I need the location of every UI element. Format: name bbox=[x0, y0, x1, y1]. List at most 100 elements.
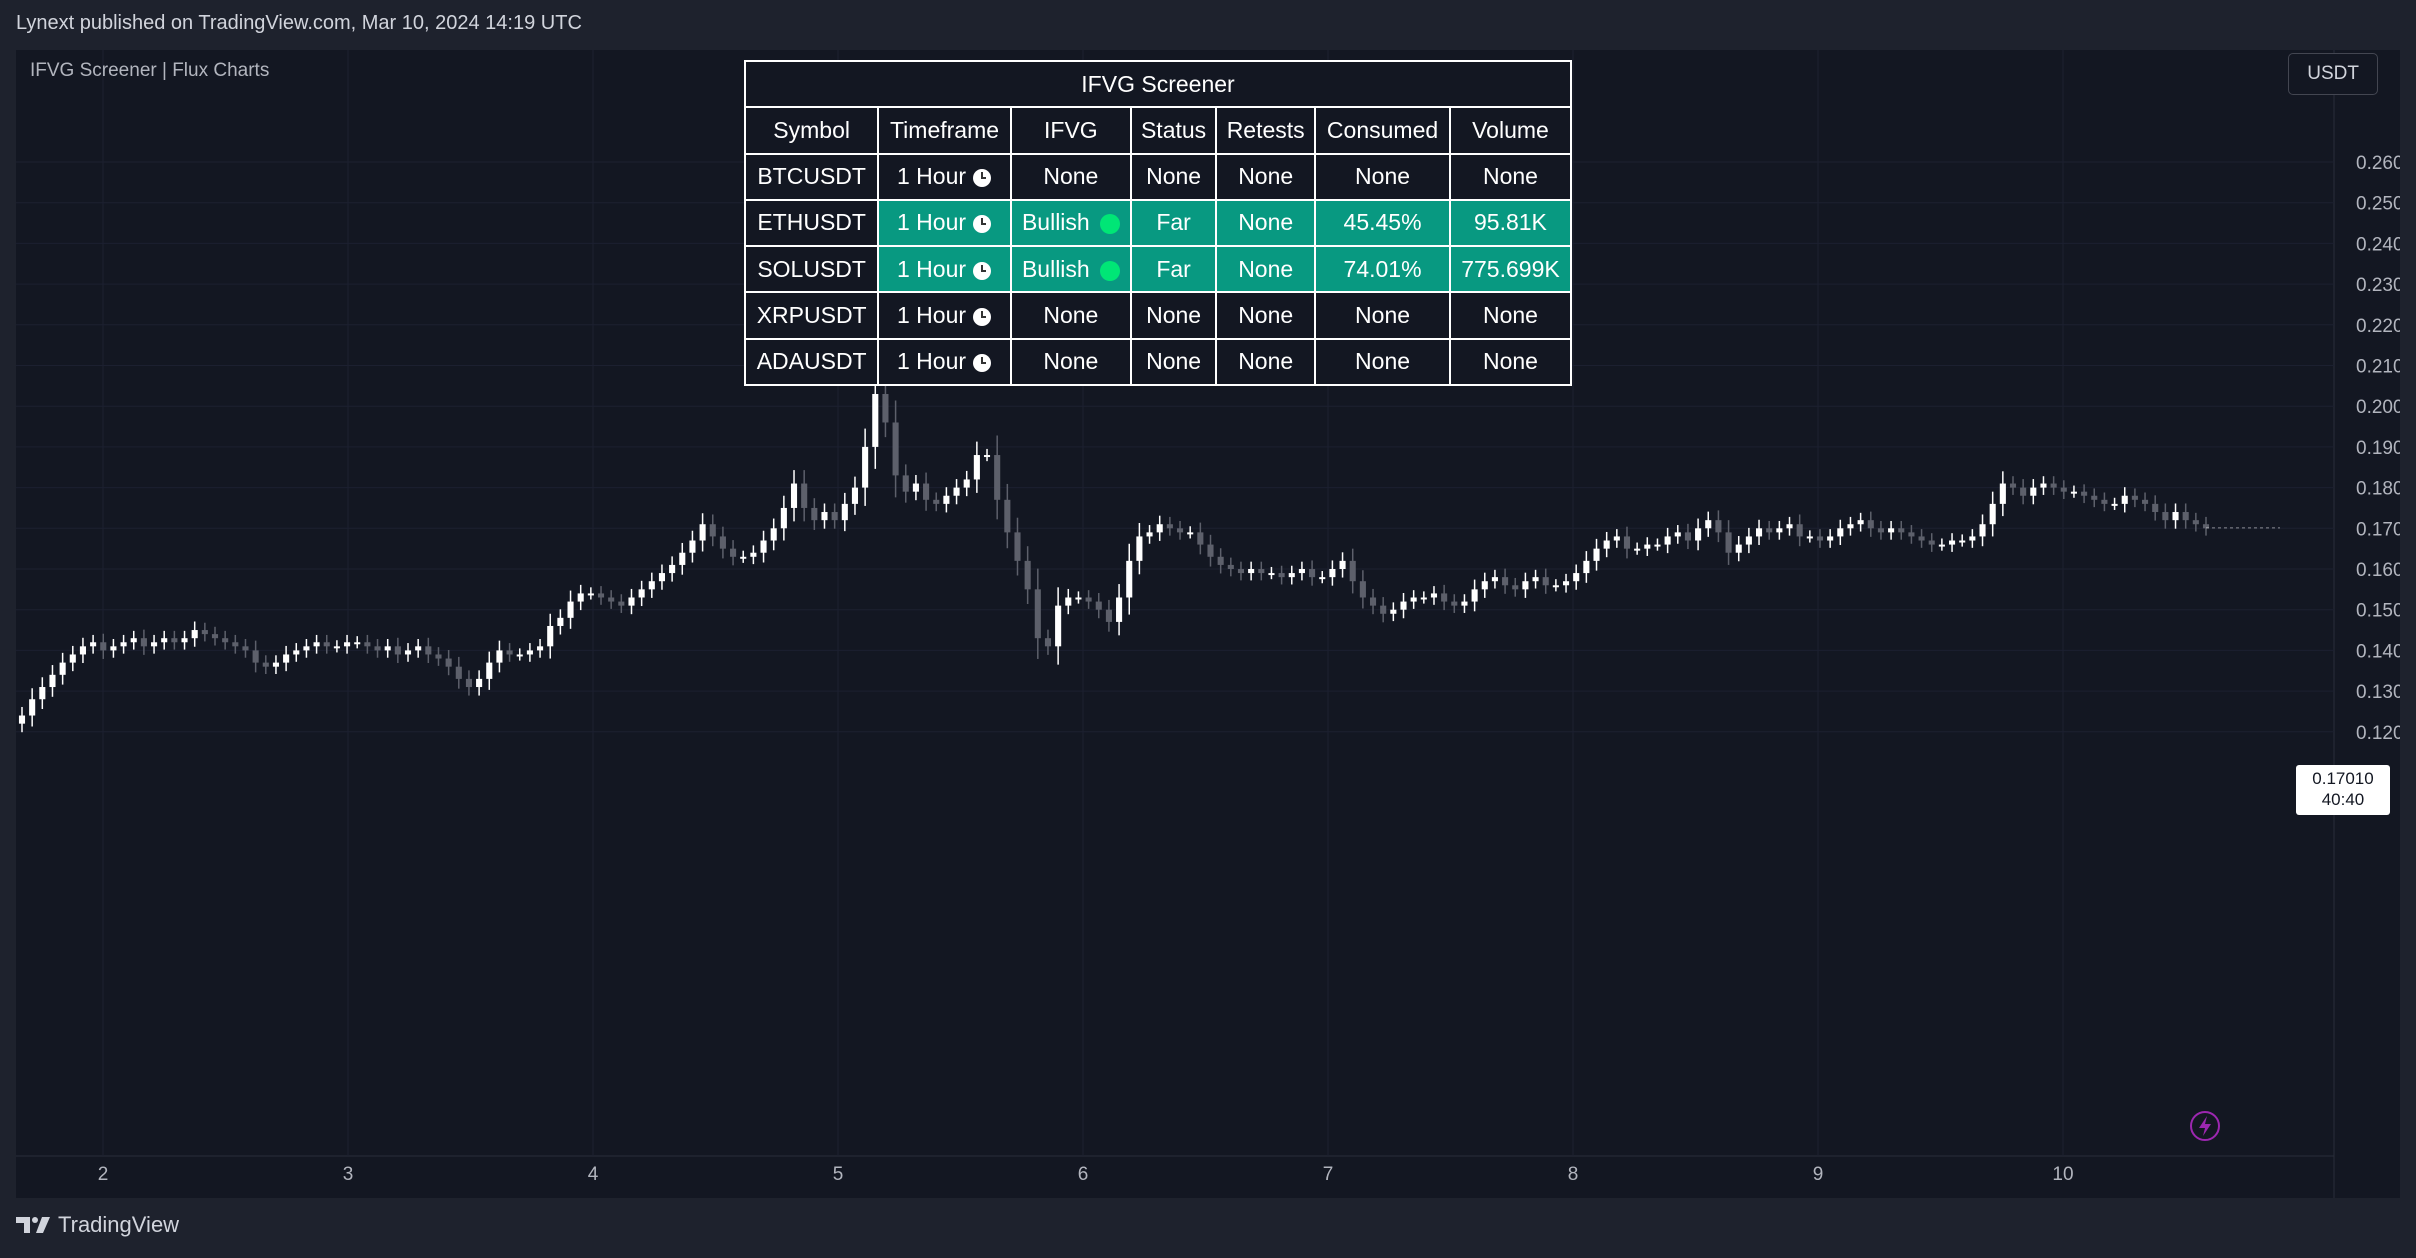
candle-body bbox=[1410, 597, 1417, 602]
screener-row: ADAUSDT 1 Hour None None None None None bbox=[743, 337, 1573, 387]
candle-body bbox=[2202, 524, 2210, 529]
indicator-title[interactable]: IFVG Screener | Flux Charts bbox=[30, 60, 270, 81]
candle-body bbox=[1258, 569, 1265, 574]
candle-body bbox=[120, 642, 127, 647]
screener-cell-text: ETHUSDT bbox=[757, 209, 866, 236]
x-axis-tick: 10 bbox=[2052, 1164, 2073, 1185]
candle-body bbox=[1004, 499, 1011, 533]
candle-body bbox=[272, 662, 280, 667]
brand-name: TradingView bbox=[58, 1212, 180, 1237]
candle-body bbox=[415, 646, 422, 651]
candle-body bbox=[719, 536, 726, 549]
chart-panel[interactable]: 0.26000 0.25000 0.24000 0.23000 0.22000 0.210… bbox=[16, 50, 2400, 1198]
candle-body bbox=[1532, 577, 1539, 582]
candle-body bbox=[679, 552, 686, 565]
candle-body bbox=[730, 548, 737, 557]
screener-cell-text: 1 Hour bbox=[896, 163, 967, 190]
candle-body bbox=[709, 524, 716, 537]
candle-body bbox=[100, 642, 107, 651]
x-axis-tick: 9 bbox=[1813, 1164, 1824, 1185]
screener-cell-consumed: 74.01% bbox=[1314, 245, 1451, 294]
candle-body bbox=[151, 642, 158, 647]
clock-icon bbox=[973, 261, 992, 280]
candle-body bbox=[1136, 536, 1143, 561]
flash-icon[interactable] bbox=[2189, 1110, 2221, 1142]
screener-cell-text: None bbox=[1238, 302, 1294, 329]
y-axis-tick: 0.26000 bbox=[2356, 153, 2400, 174]
candle-body bbox=[577, 593, 584, 602]
candle-body bbox=[1898, 528, 1905, 533]
screener-cell-ifvg: None bbox=[1009, 291, 1132, 340]
y-axis-tick: 0.22000 bbox=[2356, 316, 2400, 337]
candle-body bbox=[699, 524, 706, 541]
candle-body bbox=[811, 507, 818, 521]
candle-body bbox=[658, 573, 666, 582]
y-axis-tick: 0.16000 bbox=[2356, 560, 2400, 581]
candle-body bbox=[1105, 609, 1112, 622]
candle-body bbox=[2020, 487, 2027, 496]
candle-body bbox=[465, 678, 473, 688]
tradingview-logo[interactable]: TradingView bbox=[16, 1212, 179, 1238]
screener-cell-text: None bbox=[1482, 302, 1538, 329]
screener-cell-consumed: None bbox=[1314, 291, 1451, 340]
screener-cell-text: Far bbox=[1156, 255, 1191, 282]
candle-body bbox=[902, 475, 909, 492]
screener-cell-text: None bbox=[1482, 163, 1538, 190]
screener-header-cell: Retests bbox=[1215, 106, 1317, 155]
screener-cell-text: None bbox=[1043, 348, 1099, 375]
candle-body bbox=[1217, 556, 1224, 565]
candle-body bbox=[1380, 605, 1387, 614]
candle-body bbox=[1319, 577, 1326, 580]
screener-cell-text: None bbox=[1146, 302, 1202, 329]
candle-body bbox=[933, 499, 940, 504]
candle-body bbox=[1044, 638, 1052, 647]
y-axis-tick: 0.17000 bbox=[2356, 519, 2400, 540]
candle-body bbox=[1786, 524, 1793, 529]
y-axis-tick: 0.21000 bbox=[2356, 357, 2400, 378]
candle-body bbox=[608, 597, 615, 602]
screener-row: XRPUSDT 1 Hour None None None None None bbox=[743, 291, 1573, 340]
candle-body bbox=[1166, 524, 1173, 529]
candle-body bbox=[1948, 540, 1956, 545]
screener-header-cell: Symbol bbox=[743, 106, 880, 155]
screener-header-cell: IFVG bbox=[1009, 106, 1132, 155]
screener-cell-text: None bbox=[1146, 163, 1202, 190]
candle-body bbox=[851, 487, 859, 504]
candle-body bbox=[181, 638, 188, 643]
screener-cell-timeframe: 1 Hour bbox=[877, 245, 1012, 294]
screener-cell-volume: None bbox=[1448, 291, 1573, 340]
candle-body bbox=[1552, 585, 1559, 588]
x-axis-tick: 7 bbox=[1323, 1164, 1334, 1185]
candle-body bbox=[1644, 544, 1651, 549]
candle-body bbox=[1725, 532, 1732, 553]
candle-body bbox=[2070, 491, 2077, 494]
candle-body bbox=[1095, 601, 1102, 610]
screener-cell-text: None bbox=[1238, 209, 1294, 236]
candle-body bbox=[1075, 597, 1082, 600]
candle-body bbox=[1542, 577, 1549, 586]
currency-badge[interactable]: USDT bbox=[2288, 53, 2378, 95]
candle-body bbox=[1938, 544, 1945, 547]
candle-body bbox=[1989, 503, 1996, 525]
candle-body bbox=[283, 654, 290, 663]
candle-body bbox=[801, 483, 808, 508]
screener-header-cell: Volume bbox=[1448, 106, 1573, 155]
candle-body bbox=[1583, 560, 1590, 574]
candle-body bbox=[750, 552, 757, 557]
candle-body bbox=[211, 634, 219, 639]
candle-body bbox=[587, 593, 594, 596]
candle-body bbox=[2030, 487, 2037, 496]
candle-body bbox=[821, 512, 828, 521]
screener-cell-status: Far bbox=[1129, 245, 1218, 294]
candle-body bbox=[29, 699, 36, 716]
y-axis-tick: 0.24000 bbox=[2356, 234, 2400, 255]
candle-body bbox=[1816, 536, 1824, 541]
screener-cell-retests: None bbox=[1215, 291, 1317, 340]
bullish-dot-icon bbox=[1099, 214, 1120, 235]
candle-body bbox=[1248, 569, 1255, 574]
screener-cell-symbol: SOLUSDT bbox=[743, 245, 880, 294]
screener-cell-text: BTCUSDT bbox=[757, 163, 866, 190]
screener-header-cell: Consumed bbox=[1314, 106, 1451, 155]
candle-body bbox=[1573, 573, 1580, 582]
candle-body bbox=[1034, 589, 1041, 639]
